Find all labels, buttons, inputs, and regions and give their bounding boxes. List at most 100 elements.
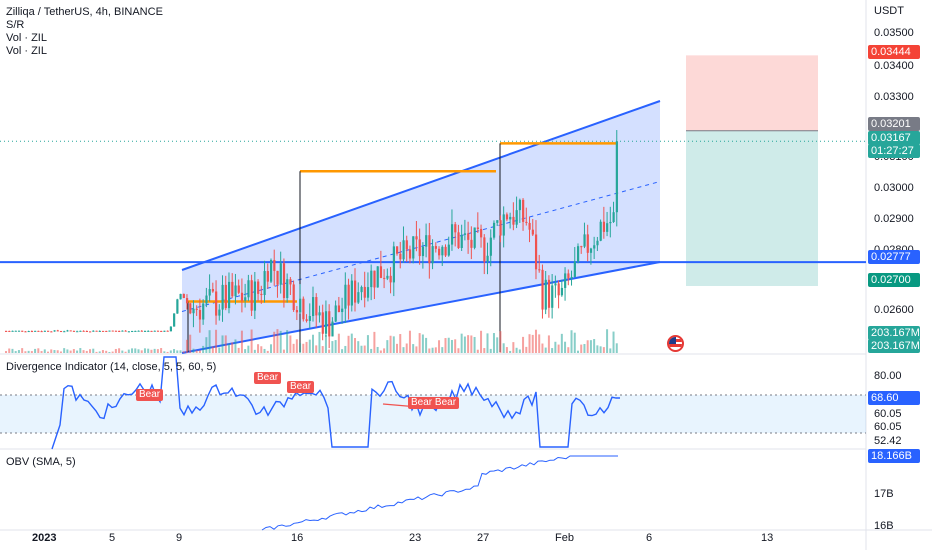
volume-bar	[438, 340, 441, 353]
candle-body	[538, 269, 541, 271]
volume-bar	[402, 347, 405, 353]
divergence-level: 80.00	[874, 370, 902, 382]
candle-body	[522, 199, 525, 222]
volume-bar	[56, 350, 59, 353]
volume-bar	[357, 341, 360, 353]
volume-bar	[541, 343, 544, 353]
volume-bar	[63, 348, 66, 353]
candle-body	[69, 330, 72, 332]
symbol-title[interactable]: Zilliqa / TetherUS, 4h, BINANCE	[6, 6, 163, 18]
candle-body	[557, 283, 560, 296]
volume-bar	[140, 350, 143, 353]
volume-bar	[538, 334, 541, 353]
volume-bar	[169, 350, 172, 353]
candle-body	[357, 292, 360, 303]
volume-bar	[11, 348, 14, 353]
volume-bar	[231, 342, 234, 353]
obv-level: 17B	[874, 488, 894, 500]
volume-bar	[518, 349, 521, 353]
volume-bar	[192, 348, 195, 353]
volume-bar	[492, 333, 495, 353]
volume-bar	[444, 338, 447, 353]
time-label: 23	[409, 532, 422, 544]
candle-body	[37, 330, 40, 332]
volume-bar	[450, 339, 453, 353]
candle-body	[606, 223, 609, 232]
volume-bar	[34, 348, 37, 353]
obv-title[interactable]: OBV (SMA, 5)	[6, 456, 76, 468]
volume-bar	[47, 351, 50, 353]
candle-body	[551, 285, 554, 308]
candle-body	[211, 289, 215, 292]
volume-bar	[234, 339, 237, 353]
candle-body	[250, 280, 253, 311]
volume-bar	[53, 350, 56, 353]
candle-body	[344, 284, 347, 309]
candle-body	[224, 284, 227, 309]
divergence-title[interactable]: Divergence Indicator (14, close, 5, 5, 6…	[6, 361, 217, 373]
candle-body	[166, 330, 169, 332]
candle-body	[347, 284, 350, 306]
volume-bar	[182, 351, 185, 353]
candle-body	[580, 246, 583, 248]
volume-bar	[396, 343, 399, 353]
take-profit-zone	[686, 130, 818, 286]
candle-body	[467, 233, 470, 240]
candle-body	[8, 330, 11, 332]
candle-body	[185, 298, 189, 304]
last-price-tag: 0.03167	[868, 131, 920, 145]
volume-bar	[467, 335, 470, 353]
volume-bar	[147, 348, 150, 353]
candle-body	[360, 286, 363, 293]
volume-bar	[85, 350, 88, 353]
volume-bar	[114, 348, 117, 353]
candle-body	[609, 221, 612, 224]
volume-bar	[483, 348, 486, 353]
candle-body	[134, 330, 137, 332]
candle-body	[373, 270, 376, 288]
volume-bar	[101, 350, 104, 353]
volume-bar	[237, 347, 240, 353]
candle-body	[192, 308, 195, 314]
candle-body	[218, 309, 221, 316]
volume-bar	[127, 349, 130, 353]
volume-bar	[318, 331, 321, 353]
candle-body	[396, 246, 399, 254]
candle-body	[305, 319, 308, 321]
candle-body	[363, 286, 366, 298]
candle-body	[5, 330, 8, 332]
indicator-vol-1[interactable]: Vol · ZIL	[6, 32, 47, 44]
volume-bar	[534, 329, 537, 353]
candle-body	[509, 216, 512, 220]
volume-bar	[208, 330, 211, 353]
volume-bar	[227, 343, 230, 353]
volume-bar	[366, 335, 369, 353]
volume-bar	[312, 334, 314, 353]
candle-body	[286, 279, 289, 299]
volume-bar	[573, 332, 576, 353]
volume-bar	[244, 349, 247, 353]
candle-body	[24, 331, 27, 333]
volume-bar	[240, 330, 243, 353]
volume-bar	[273, 331, 276, 353]
candle-body	[247, 280, 250, 298]
indicator-vol-2[interactable]: Vol · ZIL	[6, 45, 47, 57]
candle-body	[383, 277, 386, 279]
volume-bar	[198, 350, 201, 353]
volume-bar	[564, 341, 567, 353]
us-flag-icon[interactable]	[667, 335, 684, 352]
volume-bar	[525, 346, 528, 353]
candle-body	[321, 312, 324, 334]
indicator-sr[interactable]: S/R	[6, 19, 25, 31]
price-tick: 0.02900	[874, 213, 914, 225]
candle-body	[208, 289, 211, 296]
candle-body	[547, 279, 551, 308]
candle-body	[567, 273, 570, 279]
candle-body	[370, 270, 373, 288]
volume-bar	[405, 343, 408, 353]
volume-bar	[460, 333, 463, 353]
candle-body	[570, 276, 573, 279]
volume-bar	[344, 345, 347, 353]
time-label: 5	[109, 532, 116, 544]
